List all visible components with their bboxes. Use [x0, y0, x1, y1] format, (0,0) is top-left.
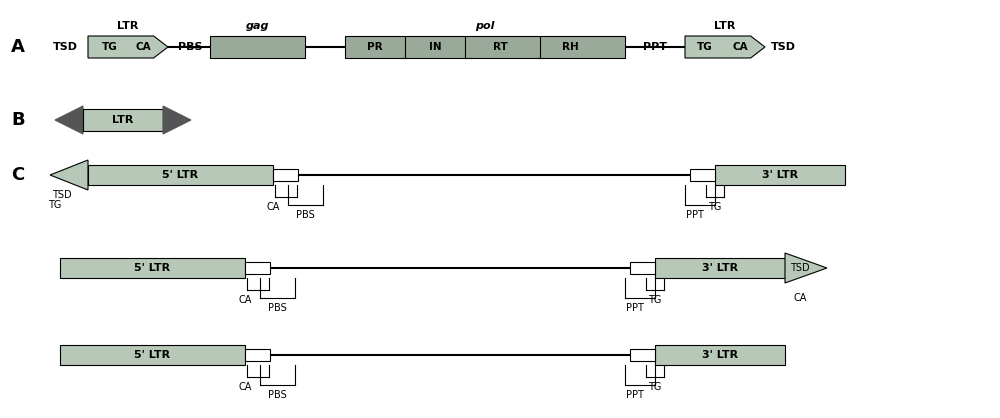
Text: CA: CA	[266, 202, 280, 212]
Text: PBS: PBS	[296, 210, 314, 220]
Bar	[60, 345, 245, 365]
Text: CA: CA	[238, 295, 252, 305]
Text: LTR: LTR	[117, 21, 139, 31]
Text: CA: CA	[135, 42, 151, 52]
Text: TG: TG	[48, 200, 62, 210]
Bar	[245, 262, 270, 274]
Polygon shape	[163, 106, 191, 134]
Text: TG: TG	[102, 42, 118, 52]
Text: CA: CA	[238, 382, 252, 392]
Bar	[655, 345, 785, 365]
Bar	[630, 349, 655, 361]
Bar	[690, 169, 715, 181]
Text: 5' LTR: 5' LTR	[134, 350, 171, 360]
Text: B: B	[11, 111, 25, 129]
Text: PPT: PPT	[626, 390, 644, 400]
Text: A: A	[11, 38, 25, 56]
Text: TG: TG	[708, 202, 722, 212]
Polygon shape	[55, 106, 83, 134]
Text: TG: TG	[648, 295, 662, 305]
Bar	[715, 165, 845, 185]
Polygon shape	[50, 160, 88, 190]
Text: pol: pol	[475, 21, 495, 31]
Text: PBS: PBS	[268, 303, 286, 313]
Text: TSD: TSD	[52, 42, 78, 52]
Bar	[245, 349, 270, 361]
Text: IN: IN	[429, 42, 441, 52]
Text: TG: TG	[648, 382, 662, 392]
Bar	[655, 258, 785, 278]
Text: 3' LTR: 3' LTR	[702, 350, 738, 360]
Text: 5' LTR: 5' LTR	[162, 170, 199, 180]
Text: TSD: TSD	[52, 190, 71, 200]
Text: TSD: TSD	[790, 263, 810, 273]
Bar	[273, 169, 298, 181]
Text: PBS: PBS	[178, 42, 202, 52]
Bar	[83, 109, 163, 131]
Text: PR: PR	[367, 42, 383, 52]
Text: C: C	[11, 166, 25, 184]
Text: PBS: PBS	[268, 390, 286, 400]
Bar	[88, 165, 273, 185]
Text: LTR: LTR	[112, 115, 134, 125]
Text: RT: RT	[493, 42, 507, 52]
Text: gag: gag	[246, 21, 269, 31]
Bar	[210, 36, 305, 58]
Text: PPT: PPT	[626, 303, 644, 313]
Polygon shape	[785, 253, 827, 283]
Polygon shape	[88, 36, 168, 58]
Text: CA: CA	[793, 293, 806, 303]
Text: RH: RH	[562, 42, 578, 52]
Polygon shape	[685, 36, 765, 58]
Text: TG: TG	[697, 42, 713, 52]
Text: LTR: LTR	[714, 21, 736, 31]
Bar	[630, 262, 655, 274]
Text: PPT: PPT	[686, 210, 704, 220]
Text: 5' LTR: 5' LTR	[134, 263, 171, 273]
Text: CA: CA	[732, 42, 748, 52]
Text: 3' LTR: 3' LTR	[702, 263, 738, 273]
Bar	[345, 36, 625, 58]
Text: PPT: PPT	[643, 42, 667, 52]
Bar	[60, 258, 245, 278]
Text: 3' LTR: 3' LTR	[762, 170, 798, 180]
Text: TSD: TSD	[770, 42, 796, 52]
